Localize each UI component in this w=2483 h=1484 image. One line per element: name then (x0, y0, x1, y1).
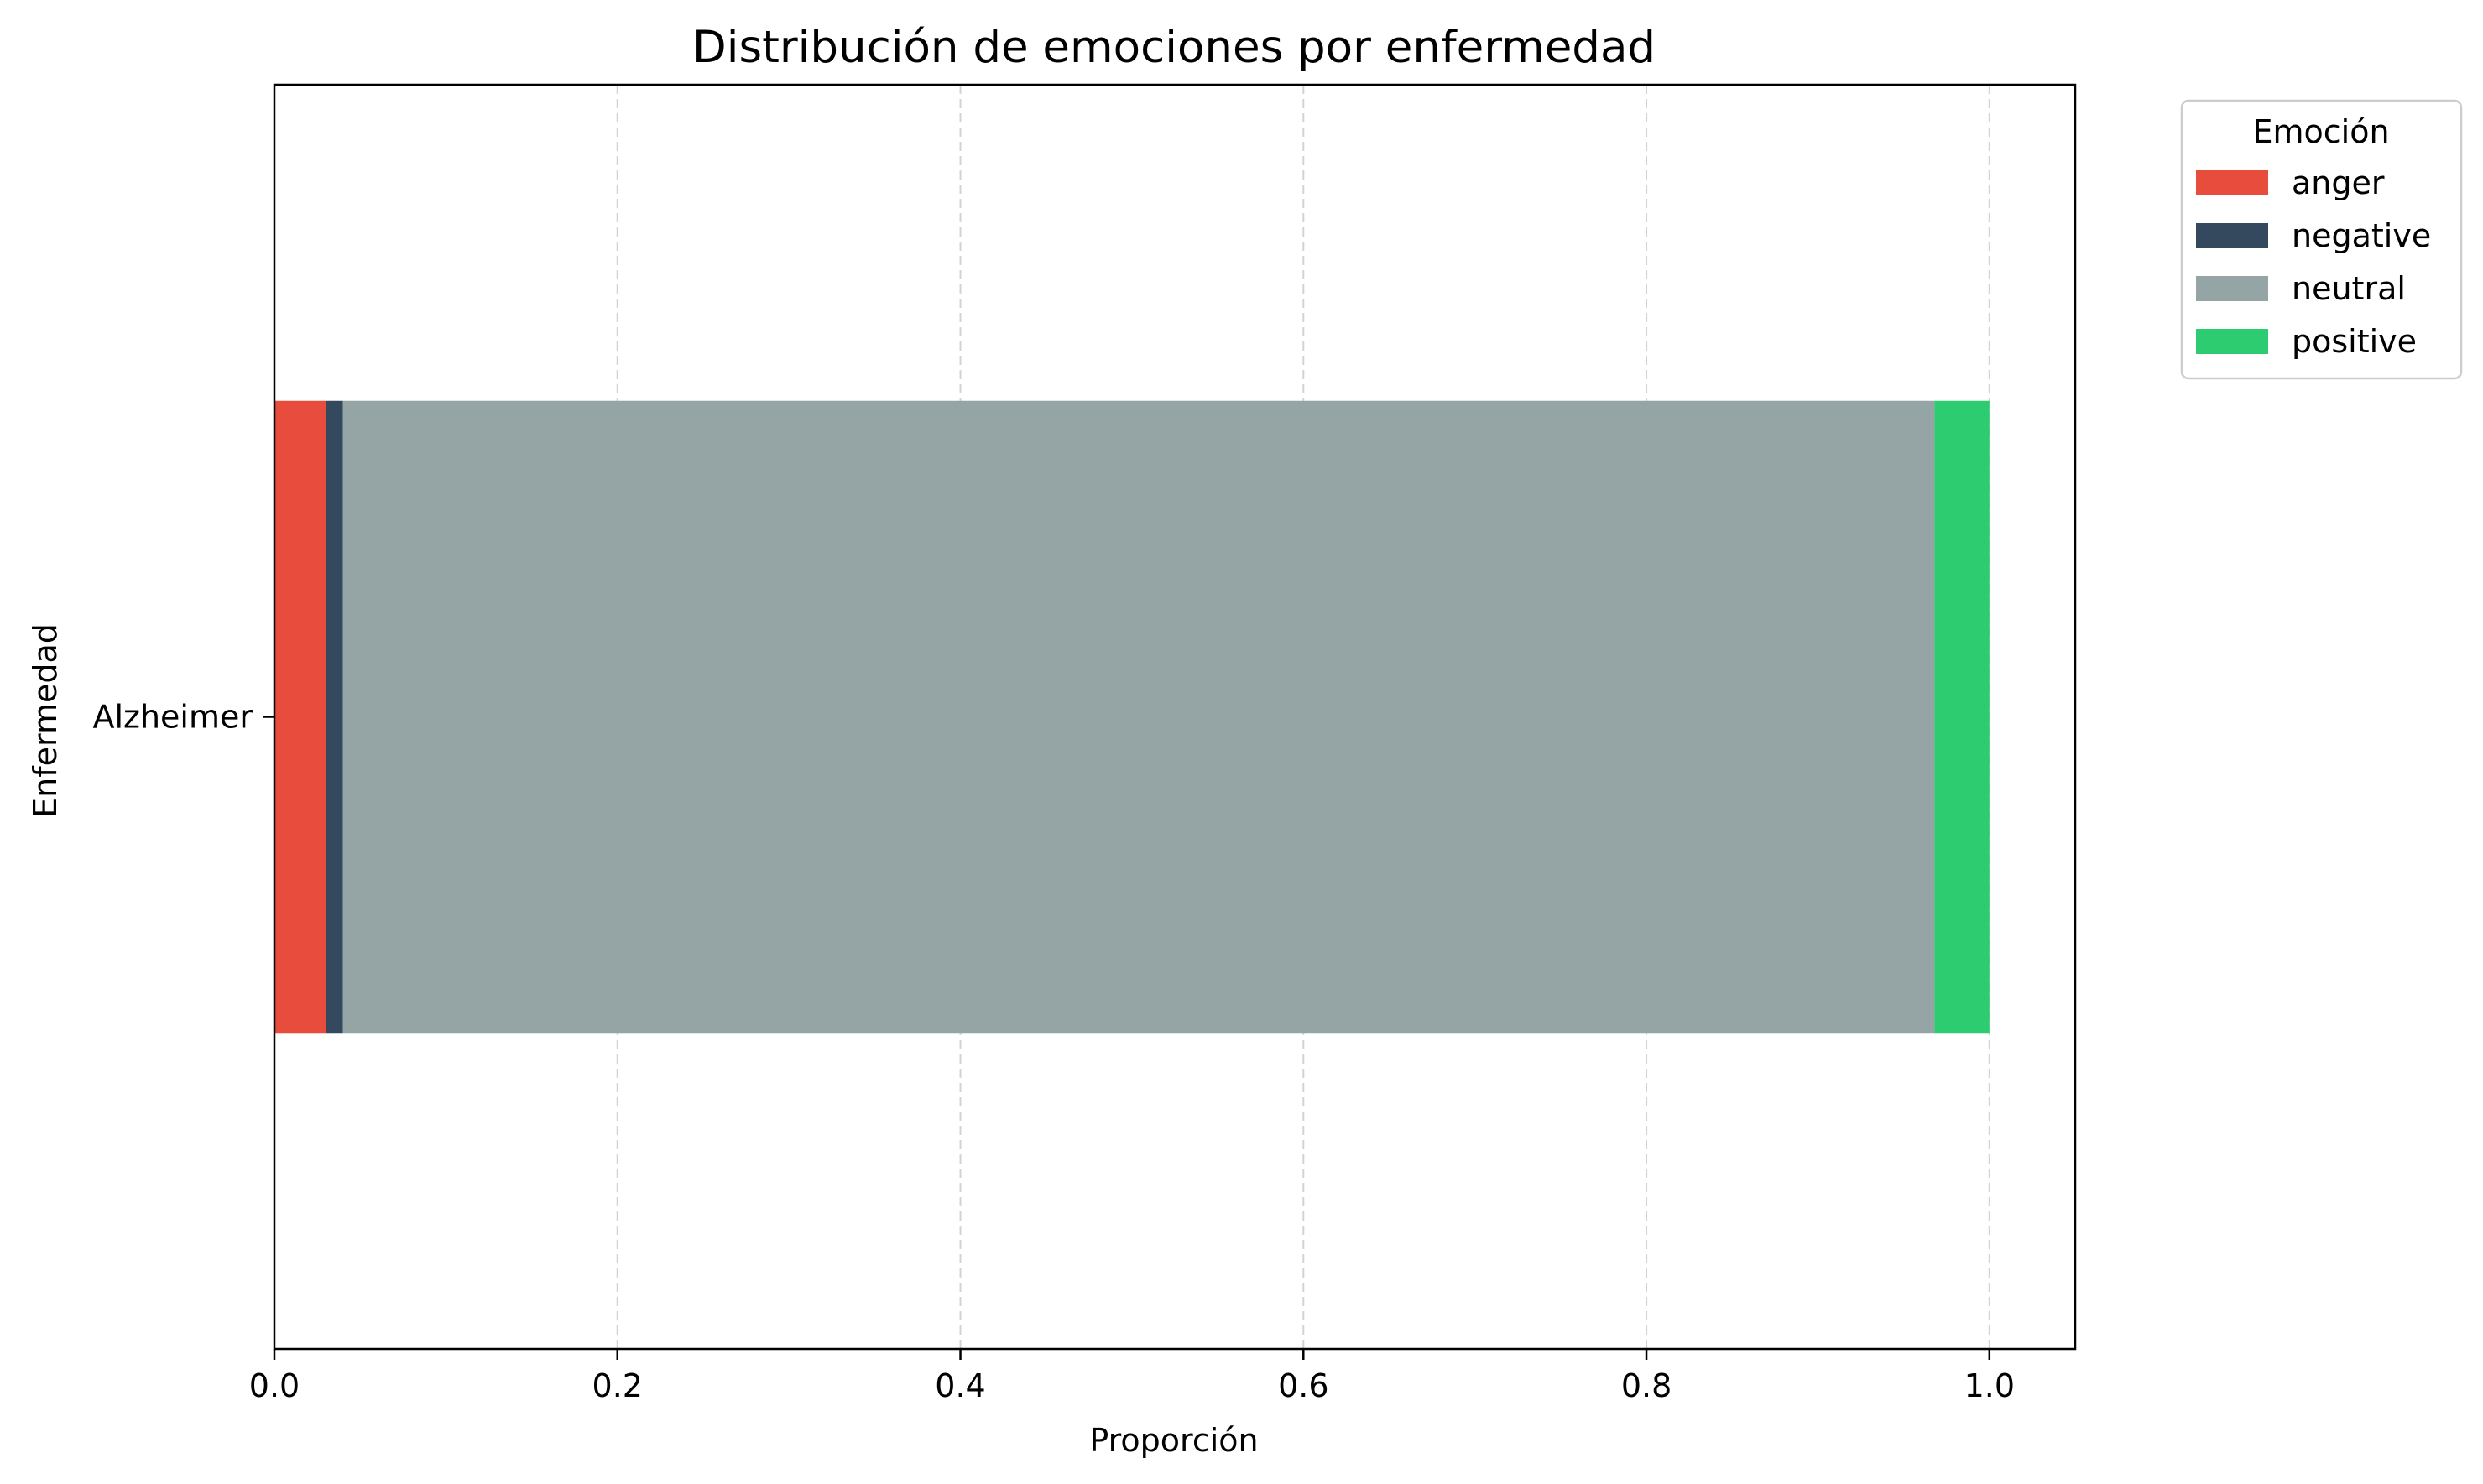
y-axis-ticks: Alzheimer (92, 699, 274, 736)
x-tick-label: 0.8 (1621, 1367, 1672, 1404)
legend-items: anger negative neutral positive (2196, 164, 2431, 360)
legend-swatch-negative (2196, 223, 2268, 248)
bar-positive (1934, 400, 1990, 1034)
legend-label-negative: negative (2292, 217, 2431, 254)
legend-label-neutral: neutral (2292, 270, 2406, 307)
x-axis-label: Proporción (1089, 1422, 1258, 1459)
bar-anger (274, 400, 326, 1034)
y-tick-label: Alzheimer (92, 699, 253, 736)
legend-label-anger: anger (2292, 164, 2385, 201)
x-tick-label: 0.2 (592, 1367, 643, 1404)
x-tick-label: 0.0 (249, 1367, 300, 1404)
x-tick-label: 1.0 (1964, 1367, 2015, 1404)
legend-title: Emoción (2252, 113, 2389, 150)
bar-negative (326, 400, 343, 1034)
legend: Emoción anger negative neutral positive (2180, 99, 2463, 380)
legend-swatch-neutral (2196, 276, 2268, 301)
legend-label-positive: positive (2292, 323, 2417, 360)
x-tick-label: 0.4 (935, 1367, 985, 1404)
bars (274, 400, 1990, 1034)
x-axis-ticks: 0.0 0.2 0.4 0.6 0.8 1.0 (249, 1349, 2015, 1404)
chart-title: Distribución de emociones por enfermedad (692, 22, 1656, 73)
bar-neutral (342, 400, 1935, 1034)
legend-swatch-positive (2196, 329, 2268, 354)
y-axis-label: Enfermedad (27, 623, 64, 818)
legend-frame (2180, 99, 2463, 380)
legend-swatch-anger (2196, 170, 2268, 195)
x-tick-label: 0.6 (1278, 1367, 1328, 1404)
